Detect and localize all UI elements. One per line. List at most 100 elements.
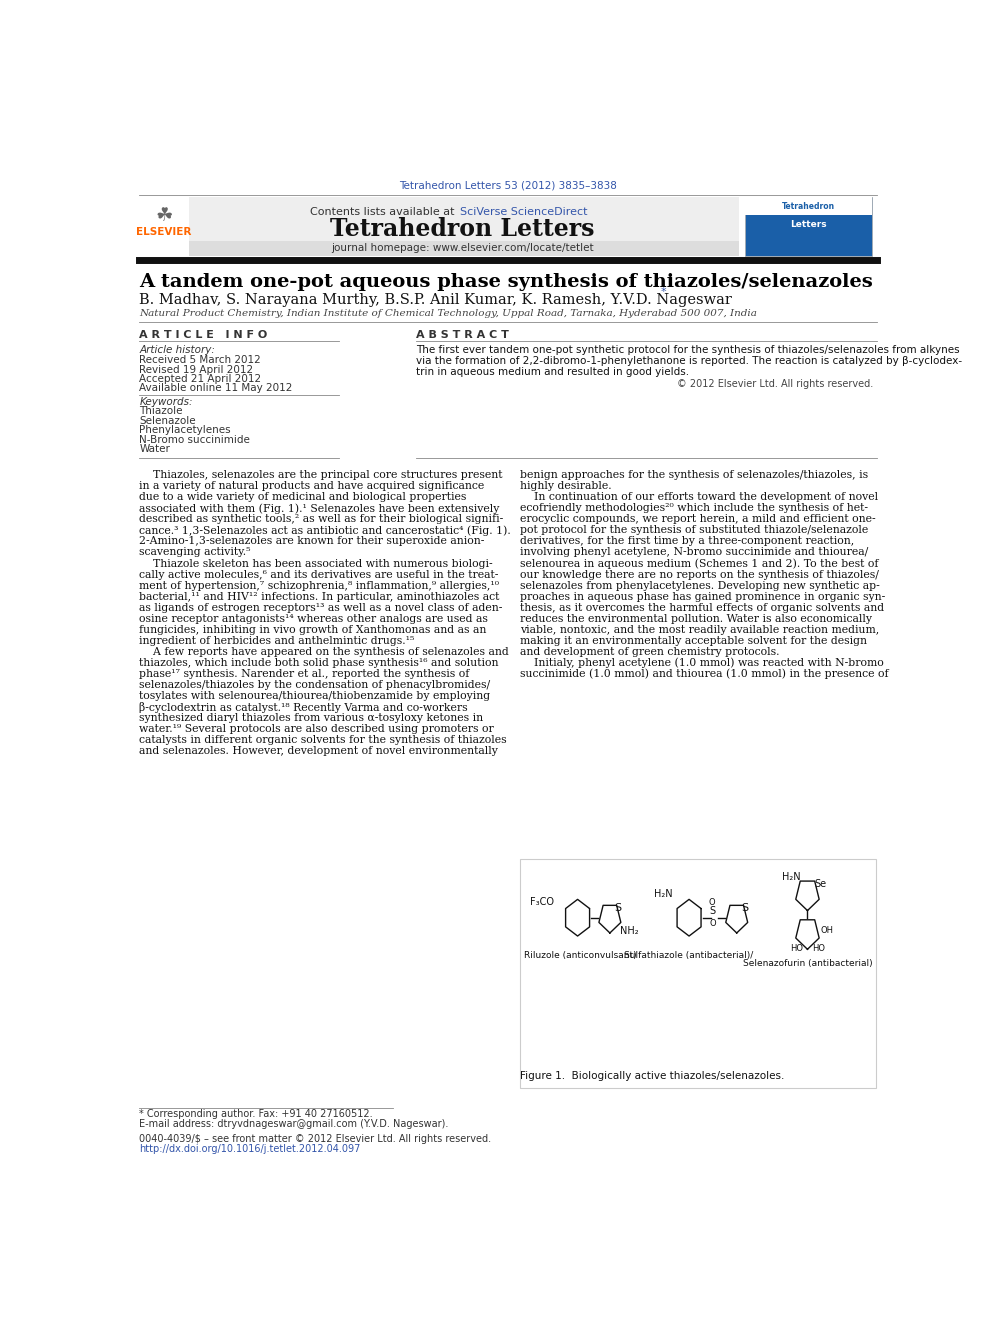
Text: in a variety of natural products and have acquired significance: in a variety of natural products and hav… — [139, 482, 485, 491]
Text: HO: HO — [812, 943, 825, 953]
Text: succinimide (1.0 mmol) and thiourea (1.0 mmol) in the presence of: succinimide (1.0 mmol) and thiourea (1.0… — [520, 668, 889, 679]
Text: thesis, as it overcomes the harmful effects of organic solvents and: thesis, as it overcomes the harmful effe… — [520, 602, 884, 613]
Text: N-Bromo succinimide: N-Bromo succinimide — [139, 434, 250, 445]
Text: cally active molecules,⁶ and its derivatives are useful in the treat-: cally active molecules,⁶ and its derivat… — [139, 569, 499, 579]
Text: ELSEVIER: ELSEVIER — [136, 228, 191, 237]
Text: ecofriendly methodologies²⁰ which include the synthesis of het-: ecofriendly methodologies²⁰ which includ… — [520, 504, 868, 513]
Text: E-mail address: dtryvdnageswar@gmail.com (Y.V.D. Nageswar).: E-mail address: dtryvdnageswar@gmail.com… — [139, 1119, 448, 1130]
Text: Revised 19 April 2012: Revised 19 April 2012 — [139, 365, 254, 374]
Text: Letters: Letters — [790, 221, 826, 229]
Text: due to a wide variety of medicinal and biological properties: due to a wide variety of medicinal and b… — [139, 492, 467, 503]
Text: described as synthetic tools,² as well as for their biological signifi-: described as synthetic tools,² as well a… — [139, 515, 504, 524]
Text: viable, nontoxic, and the most readily available reaction medium,: viable, nontoxic, and the most readily a… — [520, 624, 879, 635]
Text: Selenazofurin (antibacterial): Selenazofurin (antibacterial) — [743, 959, 872, 968]
Text: thiazoles, which include both solid phase synthesis¹⁶ and solution: thiazoles, which include both solid phas… — [139, 658, 499, 668]
Text: Contents lists available at: Contents lists available at — [310, 206, 458, 217]
Text: Available online 11 May 2012: Available online 11 May 2012 — [139, 382, 293, 393]
Text: as ligands of estrogen receptors¹³ as well as a novel class of aden-: as ligands of estrogen receptors¹³ as we… — [139, 602, 503, 613]
Text: Initialy, phenyl acetylene (1.0 mmol) was reacted with N-bromo: Initialy, phenyl acetylene (1.0 mmol) wa… — [520, 658, 884, 668]
Text: tosylates with selenourea/thiourea/thiobenzamide by employing: tosylates with selenourea/thiourea/thiob… — [139, 691, 490, 700]
Text: journal homepage: www.elsevier.com/locate/tetlet: journal homepage: www.elsevier.com/locat… — [331, 243, 593, 254]
Text: A few reports have appeared on the synthesis of selenazoles and: A few reports have appeared on the synth… — [139, 647, 509, 656]
Text: Article history:: Article history: — [139, 345, 215, 356]
Text: The first ever tandem one-pot synthetic protocol for the synthesis of thiazoles/: The first ever tandem one-pot synthetic … — [417, 345, 960, 356]
FancyBboxPatch shape — [139, 197, 189, 255]
Text: selenourea in aqueous medium (Schemes 1 and 2). To the best of: selenourea in aqueous medium (Schemes 1 … — [520, 558, 879, 569]
Text: ingredient of herbicides and anthelmintic drugs.¹⁵: ingredient of herbicides and anthelminti… — [139, 635, 415, 646]
Text: Accepted 21 April 2012: Accepted 21 April 2012 — [139, 374, 262, 384]
FancyBboxPatch shape — [745, 197, 872, 214]
Text: Se: Se — [814, 878, 826, 889]
Text: osine receptor antagonists¹⁴ whereas other analogs are used as: osine receptor antagonists¹⁴ whereas oth… — [139, 614, 488, 623]
Text: 0040-4039/$ – see front matter © 2012 Elsevier Ltd. All rights reserved.: 0040-4039/$ – see front matter © 2012 El… — [139, 1134, 491, 1144]
Text: OH: OH — [820, 926, 833, 935]
Text: SciVerse ScienceDirect: SciVerse ScienceDirect — [460, 206, 587, 217]
Text: trin in aqueous medium and resulted in good yields.: trin in aqueous medium and resulted in g… — [417, 366, 689, 377]
Text: 2-Amino-1,3-selenazoles are known for their superoxide anion-: 2-Amino-1,3-selenazoles are known for th… — [139, 537, 485, 546]
Text: fungicides, inhibiting in vivo growth of Xanthomonas and as an: fungicides, inhibiting in vivo growth of… — [139, 624, 487, 635]
Text: NH₂: NH₂ — [620, 926, 639, 935]
Text: Thiazole skeleton has been associated with numerous biologi-: Thiazole skeleton has been associated wi… — [139, 558, 493, 569]
Text: A R T I C L E   I N F O: A R T I C L E I N F O — [139, 329, 268, 340]
Text: associated with them (Fig. 1).¹ Selenazoles have been extensively: associated with them (Fig. 1).¹ Selenazo… — [139, 504, 500, 515]
Text: H₂N: H₂N — [782, 872, 801, 882]
Text: Tetrahedron Letters 53 (2012) 3835–3838: Tetrahedron Letters 53 (2012) 3835–3838 — [400, 180, 617, 191]
Text: * Corresponding author. Fax: +91 40 27160512.: * Corresponding author. Fax: +91 40 2716… — [139, 1109, 373, 1119]
Text: S: S — [614, 902, 622, 913]
Text: and selenazoles. However, development of novel environmentally: and selenazoles. However, development of… — [139, 746, 498, 755]
Text: HO: HO — [791, 943, 804, 953]
FancyBboxPatch shape — [745, 197, 872, 255]
Text: Water: Water — [139, 445, 171, 454]
Text: S: S — [741, 902, 749, 913]
Text: cance.³ 1,3-Selenazoles act as antibiotic and cancerostatic⁴ (Fig. 1).: cance.³ 1,3-Selenazoles act as antibioti… — [139, 525, 511, 536]
FancyBboxPatch shape — [520, 859, 876, 1088]
Text: proaches in aqueous phase has gained prominence in organic syn-: proaches in aqueous phase has gained pro… — [520, 591, 885, 602]
Text: *: * — [661, 287, 667, 298]
Text: A B S T R A C T: A B S T R A C T — [417, 329, 509, 340]
Text: erocyclic compounds, we report herein, a mild and efficient one-: erocyclic compounds, we report herein, a… — [520, 515, 876, 524]
Text: phase¹⁷ synthesis. Narender et al., reported the synthesis of: phase¹⁷ synthesis. Narender et al., repo… — [139, 668, 470, 679]
Text: Received 5 March 2012: Received 5 March 2012 — [139, 356, 261, 365]
Text: water.¹⁹ Several protocols are also described using promoters or: water.¹⁹ Several protocols are also desc… — [139, 724, 494, 733]
Text: F₃CO: F₃CO — [530, 897, 554, 908]
Text: B. Madhav, S. Narayana Murthy, B.S.P. Anil Kumar, K. Ramesh, Y.V.D. Nageswar: B. Madhav, S. Narayana Murthy, B.S.P. An… — [139, 294, 732, 307]
Text: Thiazoles, selenazoles are the principal core structures present: Thiazoles, selenazoles are the principal… — [139, 471, 503, 480]
Text: H₂N: H₂N — [655, 889, 674, 900]
Text: reduces the environmental pollution. Water is also economically: reduces the environmental pollution. Wat… — [520, 614, 872, 623]
Text: Phenylacetylenes: Phenylacetylenes — [139, 425, 231, 435]
Text: selenazoles from phenylacetylenes. Developing new synthetic ap-: selenazoles from phenylacetylenes. Devel… — [520, 581, 880, 590]
Text: O: O — [710, 919, 716, 929]
Text: our knowledge there are no reports on the synthesis of thiazoles/: our knowledge there are no reports on th… — [520, 569, 879, 579]
Text: and development of green chemistry protocols.: and development of green chemistry proto… — [520, 647, 780, 656]
Text: ☘: ☘ — [155, 206, 173, 225]
Text: Tetrahedron Letters: Tetrahedron Letters — [330, 217, 594, 241]
Text: In continuation of our efforts toward the development of novel: In continuation of our efforts toward th… — [520, 492, 878, 503]
Text: pot protocol for the synthesis of substituted thiazole/selenazole: pot protocol for the synthesis of substi… — [520, 525, 868, 536]
Text: O: O — [708, 898, 715, 908]
Text: Keywords:: Keywords: — [139, 397, 192, 407]
Text: Riluzole (anticonvulsant): Riluzole (anticonvulsant) — [525, 951, 637, 960]
Text: involving phenyl acetylene, N-bromo succinimide and thiourea/: involving phenyl acetylene, N-bromo succ… — [520, 548, 868, 557]
Text: highly desirable.: highly desirable. — [520, 482, 611, 491]
Text: synthesized diaryl thiazoles from various α-tosyloxy ketones in: synthesized diaryl thiazoles from variou… — [139, 713, 483, 722]
FancyBboxPatch shape — [189, 241, 739, 255]
Text: http://dx.doi.org/10.1016/j.tetlet.2012.04.097: http://dx.doi.org/10.1016/j.tetlet.2012.… — [139, 1144, 361, 1154]
Text: scavenging activity.⁵: scavenging activity.⁵ — [139, 548, 251, 557]
Text: β-cyclodextrin as catalyst.¹⁸ Recently Varma and co-workers: β-cyclodextrin as catalyst.¹⁸ Recently V… — [139, 701, 468, 713]
Text: via the formation of 2,2-dibromo-1-phenylethanone is reported. The reaction is c: via the formation of 2,2-dibromo-1-pheny… — [417, 356, 962, 366]
Text: Natural Product Chemistry, Indian Institute of Chemical Technology, Uppal Road, : Natural Product Chemistry, Indian Instit… — [139, 310, 757, 318]
Text: Tetrahedron: Tetrahedron — [782, 202, 835, 212]
Text: derivatives, for the first time by a three-component reaction,: derivatives, for the first time by a thr… — [520, 537, 854, 546]
Text: catalysts in different organic solvents for the synthesis of thiazoles: catalysts in different organic solvents … — [139, 734, 507, 745]
Text: making it an environmentally acceptable solvent for the design: making it an environmentally acceptable … — [520, 635, 867, 646]
Text: benign approaches for the synthesis of selenazoles/thiazoles, is: benign approaches for the synthesis of s… — [520, 471, 868, 480]
Text: Figure 1.  Biologically active thiazoles/selenazoles.: Figure 1. Biologically active thiazoles/… — [520, 1070, 785, 1081]
Text: ment of hypertension,⁷ schizophrenia,⁸ inflammation,⁹ allergies,¹⁰: ment of hypertension,⁷ schizophrenia,⁸ i… — [139, 581, 499, 590]
Text: bacterial,¹¹ and HIV¹² infections. In particular, aminothiazoles act: bacterial,¹¹ and HIV¹² infections. In pa… — [139, 591, 500, 602]
Text: Selenazole: Selenazole — [139, 415, 196, 426]
Text: Sulfathiazole (antibacterial)/: Sulfathiazole (antibacterial)/ — [624, 951, 754, 960]
Text: A tandem one-pot aqueous phase synthesis of thiazoles/selenazoles: A tandem one-pot aqueous phase synthesis… — [139, 273, 873, 291]
Text: selenazoles/thiazoles by the condensation of phenacylbromides/: selenazoles/thiazoles by the condensatio… — [139, 680, 490, 689]
Text: S: S — [710, 905, 716, 916]
Text: © 2012 Elsevier Ltd. All rights reserved.: © 2012 Elsevier Ltd. All rights reserved… — [678, 378, 874, 389]
